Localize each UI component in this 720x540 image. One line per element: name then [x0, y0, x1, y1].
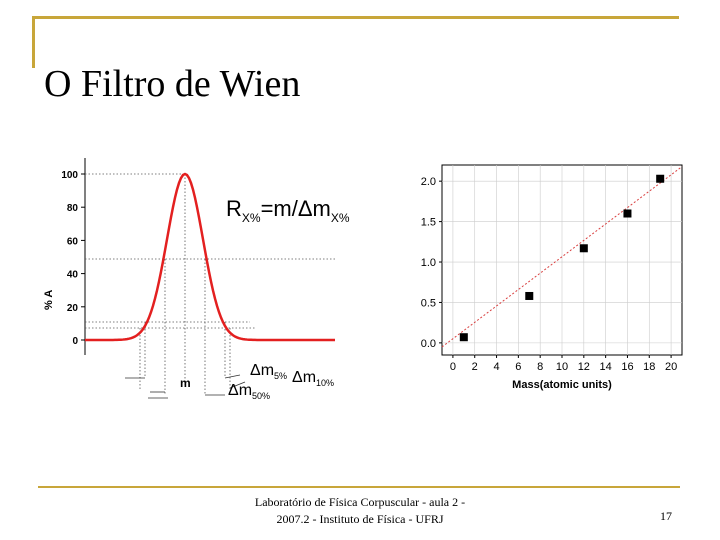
scatter-x-tick-label: 2: [472, 361, 478, 373]
scatter-x-tick-label: 6: [515, 361, 521, 373]
scatter-y-tick-label: 1.0: [421, 257, 436, 269]
peak-y-tick-label: 40: [67, 270, 79, 281]
scatter-x-tick-label: 8: [537, 361, 543, 373]
scatter-point: [525, 291, 534, 300]
scatter-point: [579, 244, 588, 253]
dm10-main: Δm: [292, 369, 316, 386]
scatter-y-ticks: 2.0 1.5 1.0 0.5 0.0: [421, 176, 442, 350]
scatter-x-tick-label: 0: [450, 361, 456, 373]
mass-scatter-chart: 0 2 4 6 8 10 12 14 16 18 20 2.0 1.5 1.0 0.5 0.0 Mass(a…: [421, 164, 683, 391]
scatter-x-tick-label: 12: [578, 361, 590, 373]
footer-line-2: 2007.2 - Instituto de Física - UFRJ: [276, 512, 444, 526]
formula-r-sub: X%: [242, 211, 261, 225]
formula-eq-sub: X%: [331, 211, 350, 225]
scatter-y-tick-label: 0.0: [421, 338, 436, 350]
gaussian-curve: [85, 172, 335, 342]
peak-y-tick-label: 20: [67, 303, 79, 314]
peak-formula: RX%=m/ΔmX%: [226, 196, 350, 225]
formula-eq: =m/Δm: [261, 196, 331, 221]
title-frame-left: [32, 16, 35, 68]
scatter-x-tick-label: 20: [665, 361, 677, 373]
formula-r: R: [226, 196, 242, 221]
scatter-points: [459, 174, 665, 342]
annotation-dm50: Δm50%: [228, 382, 270, 401]
scatter-point: [623, 209, 632, 218]
scatter-y-tick-label: 2.0: [421, 176, 436, 188]
title-frame-top: [32, 16, 679, 19]
dm5-main: Δm: [250, 362, 274, 379]
footer-text: Laboratório de Física Corpuscular - aula…: [220, 494, 500, 528]
dm50-main: Δm: [228, 382, 252, 399]
scatter-y-tick-label: 1.5: [421, 217, 436, 229]
peak-y-tick-label: 80: [67, 203, 79, 214]
footer-divider: [38, 486, 680, 488]
peak-y-tick-label: 0: [72, 336, 78, 347]
dm50-sub: 50%: [252, 391, 270, 401]
page-number: 17: [660, 509, 672, 523]
scatter-y-tick-label: 0.5: [421, 297, 436, 309]
scatter-x-tick-label: 18: [643, 361, 655, 373]
scatter-xlabel: Mass(atomic units): [512, 379, 612, 391]
scatter-grid: [442, 165, 682, 355]
annotation-dm10: Δm10%: [292, 369, 334, 388]
scatter-point: [459, 333, 468, 342]
scatter-x-ticks: 0 2 4 6 8 10 12 14 16 18 20: [450, 355, 677, 373]
peak-y-ticks: 100 80 60 40 20 0: [61, 170, 85, 347]
scatter-x-tick-label: 14: [600, 361, 612, 373]
slide-title: O Filtro de Wien: [44, 63, 301, 105]
dm5-sub: 5%: [274, 371, 287, 381]
scatter-x-tick-label: 16: [621, 361, 633, 373]
peak-x-marker: m: [180, 376, 191, 390]
scatter-point: [656, 174, 665, 183]
scatter-x-tick-label: 10: [556, 361, 568, 373]
footer-line-1: Laboratório de Física Corpuscular - aula…: [254, 495, 466, 509]
peak-y-tick-label: 60: [67, 236, 79, 247]
peak-ylabel: % A: [43, 290, 55, 310]
scatter-x-tick-label: 4: [493, 361, 499, 373]
dm10-sub: 10%: [316, 378, 334, 388]
annotation-dm5: Δm5%: [250, 362, 287, 381]
peak-arrows: [125, 374, 246, 399]
peak-y-tick-label: 100: [61, 170, 78, 181]
